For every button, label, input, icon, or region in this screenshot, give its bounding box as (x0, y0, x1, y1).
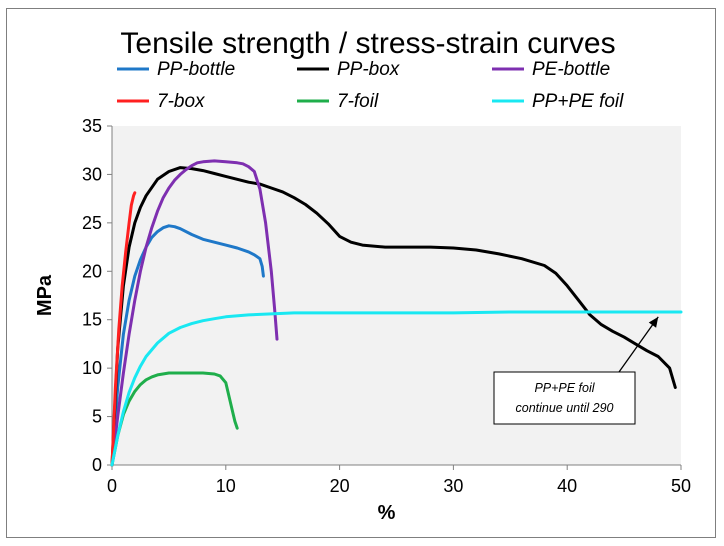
y-tick-label: 35 (82, 116, 102, 136)
x-tick-label: 10 (216, 476, 236, 496)
annotation-arrowhead (648, 316, 659, 328)
annotation-text: continue until 290 (516, 401, 614, 415)
legend-label-pp-pe-foil: PP+PE foil (532, 91, 624, 112)
y-tick-label: 0 (92, 455, 102, 475)
x-tick-label: 40 (557, 476, 577, 496)
series-line-pe-bottle (110, 159, 279, 467)
y-axis-title: MPa (34, 274, 56, 316)
x-tick-label: 30 (443, 476, 463, 496)
axes: 0 5 10 15 20 25 30 35 0 10 20 30 40 50 (82, 116, 691, 496)
x-tick-label: 50 (671, 476, 691, 496)
y-tick-label: 5 (92, 407, 102, 427)
legend-label-pp-box: PP-box (337, 59, 401, 80)
x-axis-title: % (378, 502, 396, 524)
annotation-text: PP+PE foil (534, 381, 595, 395)
legend-label-pe-bottle: PE-bottle (532, 59, 610, 80)
series-line-pp-bottle (110, 224, 265, 467)
y-tick-label: 15 (82, 310, 102, 330)
series-line-7-box (110, 191, 137, 467)
x-tick-label: 20 (330, 476, 350, 496)
series-layer (110, 159, 683, 467)
chart: Tensile strength / stress-strain curves … (34, 27, 691, 524)
series-line-7-foil (110, 371, 239, 467)
y-tick-label: 10 (82, 358, 102, 378)
legend-label-7-foil: 7-foil (337, 91, 379, 112)
annotation-arrow (618, 316, 659, 373)
series-line-pp-pe-foil (110, 310, 683, 467)
legend-label-7-box: 7-box (157, 91, 206, 112)
annotation-box (493, 371, 636, 425)
x-tick-label: 0 (107, 476, 117, 496)
y-tick-label: 30 (82, 164, 102, 184)
legend-label-pp-bottle: PP-bottle (157, 59, 235, 80)
y-tick-label: 25 (82, 213, 102, 233)
chart-frame: Tensile strength / stress-strain curves … (6, 8, 716, 538)
chart-title: Tensile strength / stress-strain curves (120, 27, 615, 60)
legend: PP-bottle PP-box PE-bottle 7-box 7-foil PP+PE… (117, 59, 624, 112)
series-line-pp-box (110, 166, 677, 467)
y-tick-label: 20 (82, 261, 102, 281)
annotation: PP+PE foil continue until 290 (493, 316, 659, 425)
